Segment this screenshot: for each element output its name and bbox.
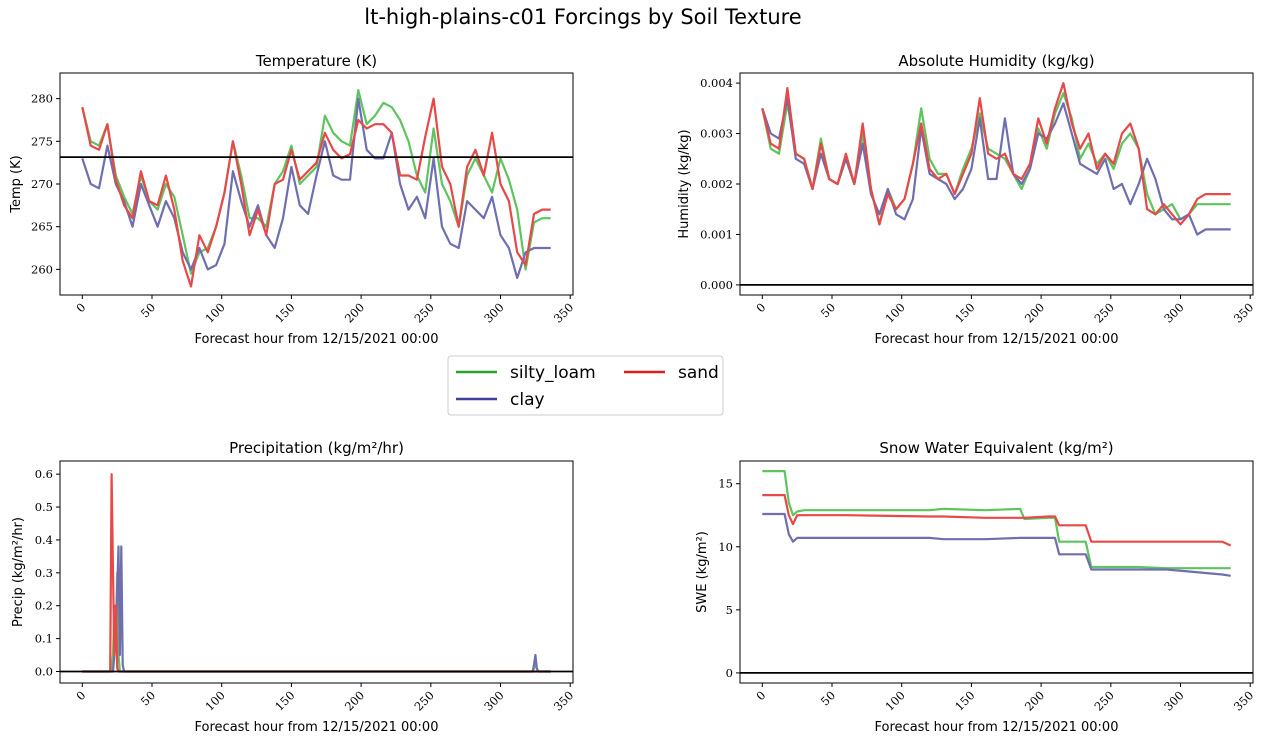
precipitation-ytick-label: 0.6 bbox=[35, 467, 53, 481]
swe-xtick-label: 300 bbox=[1161, 688, 1186, 713]
temperature-xlabel: Forecast hour from 12/15/2021 00:00 bbox=[195, 332, 439, 347]
swe-xlabel: Forecast hour from 12/15/2021 00:00 bbox=[875, 720, 1119, 735]
precipitation-xlabel: Forecast hour from 12/15/2021 00:00 bbox=[195, 720, 439, 735]
humidity-xtick-label: 250 bbox=[1092, 300, 1117, 325]
precipitation-ytick-label: 0.4 bbox=[35, 533, 53, 547]
precipitation-axes-frame bbox=[59, 460, 574, 684]
humidity-ytick-label: 0.004 bbox=[700, 76, 733, 90]
humidity-ylabel: Humidity (kg/kg) bbox=[677, 129, 692, 238]
temperature-xtick-label: 0 bbox=[73, 300, 88, 315]
figure-title: lt-high-plains-c01 Forcings by Soil Text… bbox=[364, 5, 801, 29]
swe-ylabel: SWE (kg/m²) bbox=[695, 531, 710, 613]
precipitation-ytick-label: 0.0 bbox=[35, 664, 53, 678]
humidity-ytick-label: 0.000 bbox=[700, 278, 733, 292]
temperature-xtick-label: 300 bbox=[481, 300, 506, 325]
precipitation-xtick-label: 300 bbox=[481, 688, 506, 713]
humidity-xtick-label: 100 bbox=[882, 300, 907, 325]
humidity-title: Absolute Humidity (kg/kg) bbox=[898, 52, 1094, 70]
precipitation-ytick-label: 0.5 bbox=[35, 500, 53, 514]
humidity-ytick-label: 0.003 bbox=[700, 127, 733, 141]
humidity-xtick-label: 200 bbox=[1022, 300, 1047, 325]
swe-series-clay bbox=[762, 512, 1231, 577]
temperature-ytick-label: 280 bbox=[31, 92, 53, 106]
precipitation-xtick-label: 50 bbox=[138, 688, 158, 708]
precipitation-xtick-label: 200 bbox=[342, 688, 367, 713]
swe-panel: Snow Water Equivalent (kg/m²)0 50 100 150 20… bbox=[695, 439, 1256, 735]
temperature-series-sand bbox=[81, 97, 551, 288]
humidity-ytick-label: 0.001 bbox=[700, 227, 733, 241]
temperature-ytick-label: 260 bbox=[31, 262, 53, 276]
temperature-series-silty-loam bbox=[81, 88, 551, 275]
legend: silty_loam clay sand bbox=[447, 355, 724, 416]
temperature-title: Temperature (K) bbox=[255, 52, 377, 70]
precipitation-panel: Precipitation (kg/m²/hr) 0 50 100 150 200 250 3… bbox=[11, 439, 576, 735]
temperature-xtick-label: 100 bbox=[202, 300, 227, 325]
swe-title: Snow Water Equivalent (kg/m²) bbox=[879, 439, 1113, 457]
precipitation-title: Precipitation (kg/m²/hr) bbox=[229, 439, 404, 457]
temperature-axes-frame bbox=[59, 72, 574, 296]
humidity-ytick-label: 0.002 bbox=[700, 177, 733, 191]
humidity-series-clay bbox=[761, 97, 1231, 236]
temperature-series-clay bbox=[81, 97, 551, 279]
precipitation-xtick-label: 150 bbox=[272, 688, 297, 713]
temperature-xtick-label: 250 bbox=[412, 300, 437, 325]
swe-xtick-label: 150 bbox=[952, 688, 977, 713]
humidity-xtick-label: 50 bbox=[818, 300, 838, 320]
legend-label-clay: clay bbox=[510, 390, 545, 410]
temperature-ytick-label: 265 bbox=[31, 220, 53, 234]
temperature-xtick-label: 50 bbox=[138, 300, 158, 320]
humidity-xtick-label: 150 bbox=[952, 300, 977, 325]
humidity-xlabel: Forecast hour from 12/15/2021 00:00 bbox=[875, 332, 1119, 347]
precipitation-xtick-label: 0 bbox=[73, 688, 88, 703]
precipitation-xtick-label: 250 bbox=[412, 688, 437, 713]
swe-xtick-label: 50 bbox=[818, 688, 838, 708]
temperature-ytick-label: 270 bbox=[31, 177, 53, 191]
humidity-xtick-label: 350 bbox=[1231, 300, 1256, 325]
swe-xtick-label: 0 bbox=[753, 688, 768, 703]
swe-xtick-label: 350 bbox=[1231, 688, 1256, 713]
swe-series-sand bbox=[762, 494, 1232, 547]
humidity-series-sand bbox=[761, 81, 1231, 226]
legend-label-sand: sand bbox=[678, 363, 719, 383]
legend-label-silty-loam: silty_loam bbox=[510, 363, 596, 383]
swe-ytick-label: 5 bbox=[726, 603, 733, 617]
precipitation-ytick-label: 0.2 bbox=[35, 599, 53, 613]
swe-series-silty-loam bbox=[762, 470, 1231, 570]
precipitation-ytick-label: 0.3 bbox=[35, 566, 53, 580]
swe-xtick-label: 200 bbox=[1022, 688, 1047, 713]
temperature-xtick-label: 200 bbox=[342, 300, 367, 325]
swe-xtick-label: 250 bbox=[1092, 688, 1117, 713]
temperature-panel: Temperature (K) 0 50 100 150 200 250 300 350 260 2… bbox=[9, 52, 576, 347]
humidity-axes-frame bbox=[739, 72, 1254, 296]
temperature-ytick-label: 275 bbox=[31, 134, 53, 148]
temperature-xtick-label: 150 bbox=[272, 300, 297, 325]
swe-ytick-label: 10 bbox=[718, 540, 733, 554]
swe-ytick-label: 15 bbox=[718, 477, 733, 491]
humidity-xtick-label: 300 bbox=[1161, 300, 1186, 325]
precipitation-series-silty-loam bbox=[82, 571, 551, 673]
humidity-xtick-label: 0 bbox=[753, 300, 768, 315]
swe-ytick-label: 0 bbox=[726, 666, 733, 680]
precipitation-xtick-label: 100 bbox=[202, 688, 227, 713]
precipitation-ylabel: Precip (kg/m²/hr) bbox=[11, 517, 26, 627]
temperature-ylabel: Temp (K) bbox=[9, 155, 24, 213]
temperature-xtick-label: 350 bbox=[551, 300, 576, 325]
precipitation-series-clay bbox=[82, 545, 551, 673]
swe-xtick-label: 100 bbox=[882, 688, 907, 713]
precipitation-ytick-label: 0.1 bbox=[35, 632, 53, 646]
swe-axes-frame bbox=[739, 460, 1254, 684]
precipitation-xtick-label: 350 bbox=[551, 688, 576, 713]
precipitation-series-sand bbox=[82, 473, 551, 673]
humidity-panel: Absolute Humidity (kg/kg) 0 50 100 150 200 250… bbox=[677, 52, 1256, 347]
